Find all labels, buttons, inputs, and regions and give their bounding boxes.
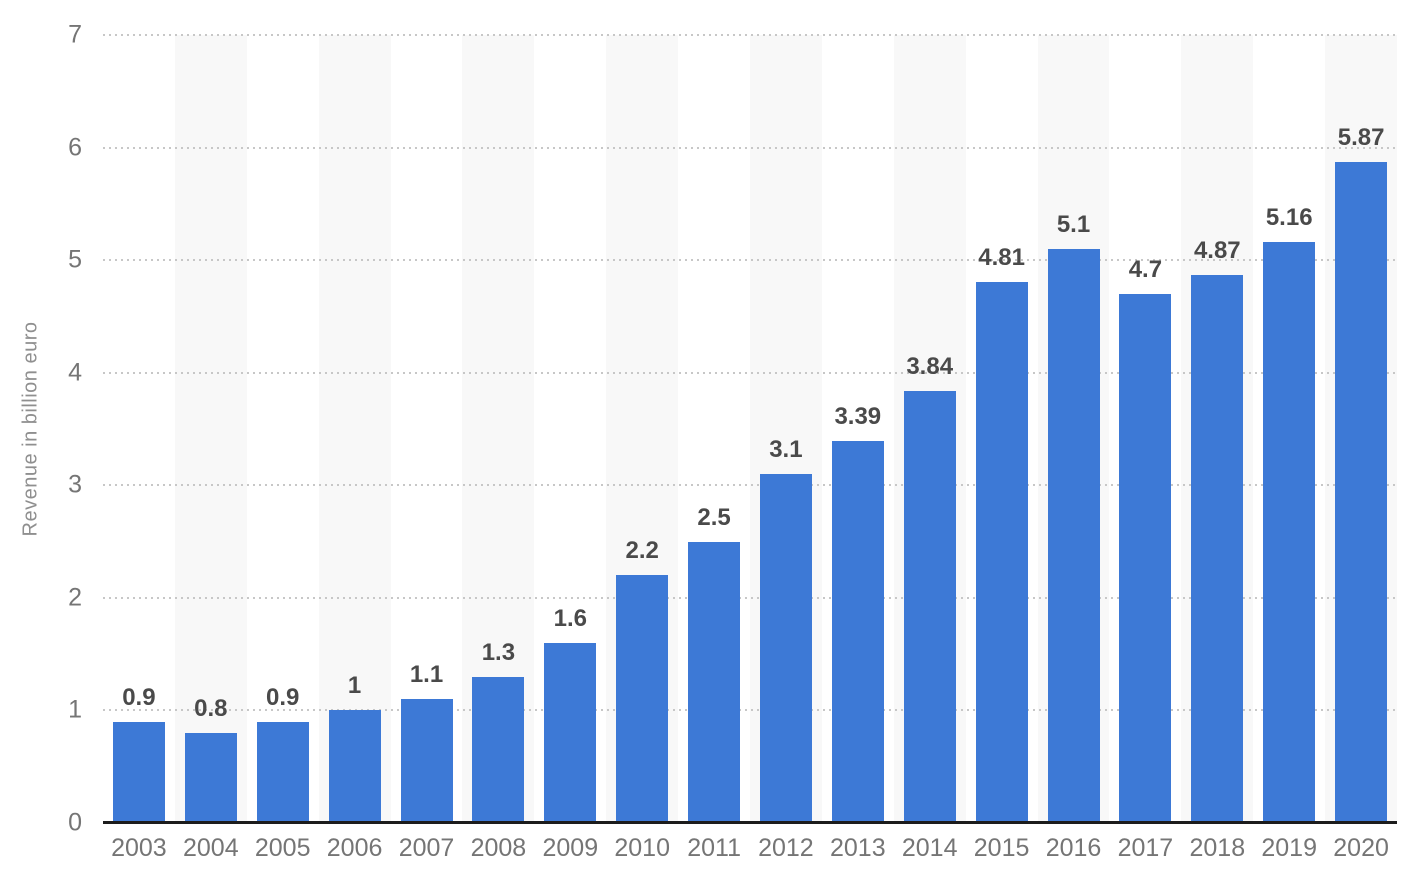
x-tick-label-2016: 2016: [1045, 834, 1102, 862]
y-tick-label-2: 2: [68, 583, 82, 612]
value-label-2013: 3.39: [834, 403, 882, 431]
gridline-5: [103, 259, 1397, 262]
x-tick-label-2005: 2005: [254, 834, 311, 862]
y-tick-label-5: 5: [68, 245, 82, 274]
x-tick-label-2018: 2018: [1189, 834, 1246, 862]
bar-2006[interactable]: [328, 710, 381, 823]
x-tick-label-2006: 2006: [326, 834, 383, 862]
y-tick-label-4: 4: [68, 358, 82, 387]
gridline-7: [103, 34, 1397, 36]
column-band-2006: [318, 35, 391, 823]
gridline-1: [103, 709, 1397, 712]
value-label-2005: 0.9: [266, 683, 300, 711]
bar-2016[interactable]: [1047, 248, 1100, 823]
x-tick-label-2004: 2004: [182, 834, 239, 862]
y-axis: 0 1 2 3 4 5 6 7: [0, 22, 82, 835]
x-tick-label-2012: 2012: [758, 834, 814, 862]
bar-2009[interactable]: [544, 642, 597, 823]
x-tick-label-2007: 2007: [398, 834, 455, 862]
y-tick-label-3: 3: [68, 470, 82, 499]
x-tick-label-2003: 2003: [111, 834, 167, 862]
bar-2013[interactable]: [831, 441, 884, 823]
y-tick-label-6: 6: [68, 133, 82, 162]
value-label-2010: 2.2: [625, 537, 659, 565]
x-tick-label-2019: 2019: [1261, 834, 1317, 862]
value-label-2011: 2.5: [697, 503, 731, 531]
value-label-2007: 1.1: [409, 661, 444, 689]
bar-2018[interactable]: [1191, 274, 1244, 823]
value-label-2014: 3.84: [906, 352, 954, 380]
bar-2020[interactable]: [1335, 162, 1388, 823]
x-tick-label-2017: 2017: [1117, 834, 1174, 862]
value-label-2009: 1.6: [553, 604, 587, 632]
bar-2005[interactable]: [256, 721, 309, 823]
value-label-2020: 5.87: [1337, 124, 1385, 152]
bar-2011[interactable]: [688, 541, 741, 823]
bar-2014[interactable]: [903, 390, 956, 823]
x-tick-label-2010: 2010: [614, 834, 670, 862]
value-label-2016: 5.1: [1056, 210, 1091, 238]
value-label-2015: 4.81: [978, 243, 1025, 271]
value-label-2012: 3.1: [769, 436, 803, 463]
bar-2015[interactable]: [975, 281, 1028, 823]
value-label-2008: 1.3: [481, 638, 516, 666]
plot-area: 0.9 0.8 0.9 1 1.1 1.3 1.6 2.2 2.5 3.1 3.39 3.84 4.81…: [103, 34, 1397, 824]
x-tick-label-2009: 2009: [542, 834, 599, 862]
gridline-6: [103, 146, 1397, 149]
bar-2008[interactable]: [472, 676, 525, 823]
y-tick-label-7: 7: [68, 20, 82, 49]
gridline-2: [103, 596, 1397, 599]
bar-2012[interactable]: [759, 474, 812, 823]
value-label-2004: 0.8: [194, 694, 228, 722]
gridline-4: [103, 371, 1397, 374]
x-tick-label-2020: 2020: [1333, 834, 1389, 862]
y-tick-label-1: 1: [68, 695, 82, 724]
x-axis-line: [103, 821, 1397, 824]
value-label-2018: 4.87: [1193, 236, 1241, 264]
value-label-2003: 0.9: [122, 683, 156, 711]
x-tick-label-2011: 2011: [687, 834, 741, 862]
value-label-2006: 1: [347, 672, 362, 700]
bar-2003[interactable]: [112, 721, 165, 823]
bar-2004[interactable]: [184, 732, 237, 823]
gridline-3: [103, 484, 1397, 487]
bar-2007[interactable]: [400, 699, 453, 823]
value-label-2019: 5.16: [1265, 204, 1313, 232]
bar-2019[interactable]: [1263, 242, 1316, 823]
x-tick-label-2008: 2008: [470, 834, 527, 862]
y-tick-label-0: 0: [68, 808, 82, 837]
value-label-2017: 4.7: [1128, 255, 1163, 283]
bar-2010[interactable]: [616, 575, 669, 823]
bar-2017[interactable]: [1119, 293, 1172, 823]
column-band-2004: [174, 35, 247, 823]
x-tick-label-2014: 2014: [901, 834, 958, 862]
x-tick-label-2013: 2013: [829, 834, 886, 862]
x-axis: 2003 2004 2005 2006 2007 2008 2009 2010 2011 2012…: [103, 836, 1397, 876]
x-tick-label-2015: 2015: [973, 834, 1030, 862]
